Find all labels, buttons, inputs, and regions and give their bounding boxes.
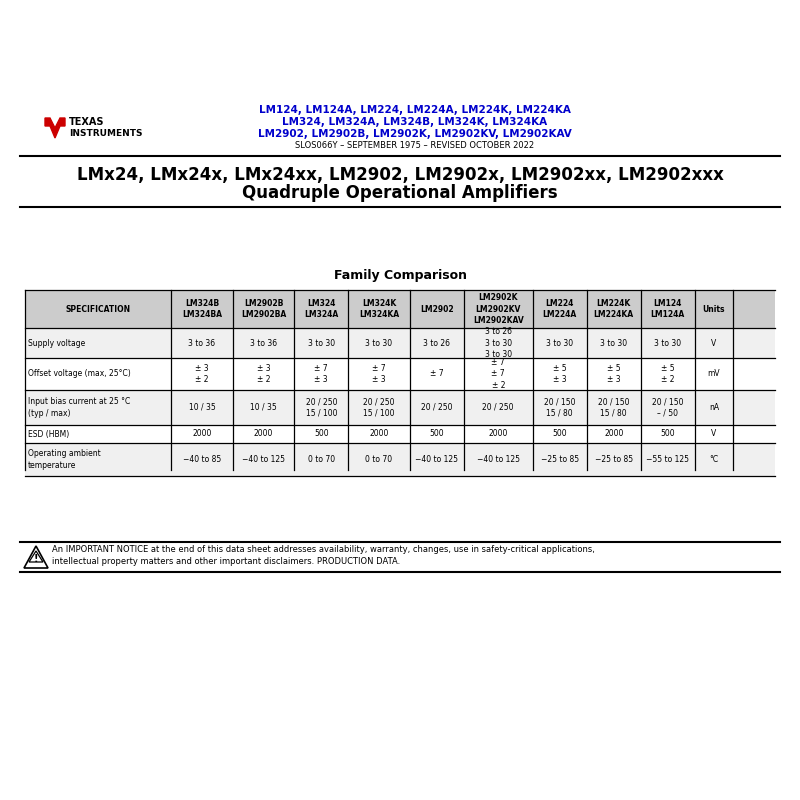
Text: 20 / 250: 20 / 250: [421, 403, 453, 412]
Text: LM224K
LM224KA: LM224K LM224KA: [594, 299, 634, 319]
Text: LM224
LM224A: LM224 LM224A: [542, 299, 577, 319]
Bar: [25, 358, 775, 390]
Text: 2000: 2000: [604, 430, 623, 438]
Text: 3 to 30: 3 to 30: [308, 338, 335, 347]
Polygon shape: [45, 118, 65, 138]
Text: intellectual property matters and other important disclaimers. PRODUCTION DATA.: intellectual property matters and other …: [52, 557, 400, 566]
Text: 3 to 30: 3 to 30: [366, 338, 393, 347]
Text: Quadruple Operational Amplifiers: Quadruple Operational Amplifiers: [242, 184, 558, 202]
Text: nA: nA: [709, 403, 719, 412]
Text: °C: °C: [710, 455, 718, 464]
Text: ± 7
± 3: ± 7 ± 3: [314, 364, 328, 384]
Text: ± 5
± 3: ± 5 ± 3: [607, 364, 621, 384]
Text: Operating ambient
temperature: Operating ambient temperature: [28, 450, 101, 470]
Text: 3 to 36: 3 to 36: [250, 338, 277, 347]
Text: 2000: 2000: [370, 430, 389, 438]
Text: 3 to 30: 3 to 30: [546, 338, 574, 347]
Text: 20 / 250
15 / 100: 20 / 250 15 / 100: [306, 398, 337, 418]
Text: −40 to 85: −40 to 85: [183, 455, 221, 464]
Text: −55 to 125: −55 to 125: [646, 455, 690, 464]
Text: ± 7
± 3: ± 7 ± 3: [372, 364, 386, 384]
Text: LM324B
LM324BA: LM324B LM324BA: [182, 299, 222, 319]
Text: −25 to 85: −25 to 85: [594, 455, 633, 464]
Text: LM324
LM324A: LM324 LM324A: [304, 299, 338, 319]
Text: LM2902: LM2902: [420, 305, 454, 314]
Text: 20 / 150
15 / 80: 20 / 150 15 / 80: [544, 398, 575, 418]
Text: LM124, LM124A, LM224, LM224A, LM224K, LM224KA: LM124, LM124A, LM224, LM224A, LM224K, LM…: [259, 105, 571, 115]
Text: mV: mV: [707, 370, 720, 378]
Text: LM2902, LM2902B, LM2902K, LM2902KV, LM2902KAV: LM2902, LM2902B, LM2902K, LM2902KV, LM29…: [258, 129, 572, 139]
Bar: [25, 290, 775, 328]
Text: TEXAS: TEXAS: [69, 117, 105, 127]
Text: 0 to 70: 0 to 70: [366, 455, 393, 464]
Text: −40 to 125: −40 to 125: [242, 455, 285, 464]
Text: 500: 500: [553, 430, 567, 438]
Text: ± 5
± 3: ± 5 ± 3: [553, 364, 566, 384]
Text: ESD (HBM): ESD (HBM): [28, 430, 70, 438]
Text: V: V: [711, 338, 717, 347]
Text: !: !: [34, 554, 38, 564]
Text: LM324, LM324A, LM324B, LM324K, LM324KA: LM324, LM324A, LM324B, LM324K, LM324KA: [282, 117, 547, 127]
Text: ± 3
± 2: ± 3 ± 2: [257, 364, 270, 384]
Text: −40 to 125: −40 to 125: [415, 455, 458, 464]
Text: −40 to 125: −40 to 125: [477, 455, 520, 464]
Text: LM2902B
LM2902BA: LM2902B LM2902BA: [241, 299, 286, 319]
Text: SLOS066Y – SEPTEMBER 1975 – REVISED OCTOBER 2022: SLOS066Y – SEPTEMBER 1975 – REVISED OCTO…: [295, 142, 534, 150]
Text: INSTRUMENTS: INSTRUMENTS: [69, 130, 142, 138]
Text: 20 / 150
– / 50: 20 / 150 – / 50: [652, 398, 683, 418]
Text: 2000: 2000: [254, 430, 273, 438]
Bar: [25, 328, 775, 358]
Text: −25 to 85: −25 to 85: [541, 455, 579, 464]
Text: LM2902K
LM2902KV
LM2902KAV: LM2902K LM2902KV LM2902KAV: [473, 294, 524, 325]
Text: Supply voltage: Supply voltage: [28, 338, 86, 347]
Text: An IMPORTANT NOTICE at the end of this data sheet addresses availability, warran: An IMPORTANT NOTICE at the end of this d…: [52, 546, 595, 554]
Text: 500: 500: [314, 430, 329, 438]
Text: 3 to 26
3 to 30
3 to 30: 3 to 26 3 to 30 3 to 30: [485, 327, 512, 358]
Text: LMx24, LMx24x, LMx24xx, LM2902, LM2902x, LM2902xx, LM2902xxx: LMx24, LMx24x, LMx24xx, LM2902, LM2902x,…: [77, 166, 723, 184]
Text: 2000: 2000: [192, 430, 212, 438]
Text: Offset voltage (max, 25°C): Offset voltage (max, 25°C): [28, 370, 130, 378]
Text: 500: 500: [661, 430, 675, 438]
Text: 500: 500: [430, 430, 444, 438]
Bar: [25, 390, 775, 425]
Text: 3 to 36: 3 to 36: [189, 338, 215, 347]
Text: 20 / 250
15 / 100: 20 / 250 15 / 100: [363, 398, 394, 418]
Text: 3 to 26: 3 to 26: [423, 338, 450, 347]
Text: 20 / 250: 20 / 250: [482, 403, 514, 412]
Text: SPECIFICATION: SPECIFICATION: [66, 305, 130, 314]
Bar: [25, 425, 775, 443]
Text: Input bias current at 25 °C
(typ / max): Input bias current at 25 °C (typ / max): [28, 398, 130, 418]
Text: 10 / 35: 10 / 35: [250, 403, 277, 412]
Text: 3 to 30: 3 to 30: [654, 338, 682, 347]
Text: Units: Units: [702, 305, 725, 314]
Text: LM124
LM124A: LM124 LM124A: [650, 299, 685, 319]
Text: 3 to 30: 3 to 30: [600, 338, 627, 347]
Text: 0 to 70: 0 to 70: [308, 455, 335, 464]
Text: 20 / 150
15 / 80: 20 / 150 15 / 80: [598, 398, 630, 418]
Text: V: V: [711, 430, 717, 438]
Text: Family Comparison: Family Comparison: [334, 270, 466, 282]
Text: ± 7
± 7
± 2: ± 7 ± 7 ± 2: [491, 358, 505, 390]
Text: ± 3
± 2: ± 3 ± 2: [195, 364, 209, 384]
Bar: [25, 443, 775, 476]
Text: 10 / 35: 10 / 35: [189, 403, 215, 412]
Text: ± 5
± 2: ± 5 ± 2: [661, 364, 674, 384]
Text: LM324K
LM324KA: LM324K LM324KA: [359, 299, 399, 319]
Text: 2000: 2000: [489, 430, 508, 438]
Text: ± 7: ± 7: [430, 370, 443, 378]
